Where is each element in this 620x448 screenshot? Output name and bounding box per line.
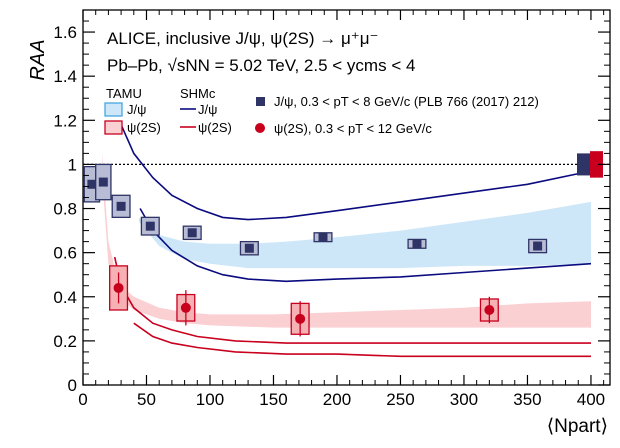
y-tick-label-6: 1.2 xyxy=(53,111,77,130)
x-tick-label-4: 200 xyxy=(323,390,351,409)
legend-psi2s-data-marker xyxy=(255,123,265,133)
x-tick-label-8: 400 xyxy=(577,390,605,409)
chart-title-line1: ALICE, inclusive J/ψ, ψ(2S) → μ⁺μ⁻ xyxy=(107,29,379,48)
legend-shmc-jpsi-label: J/ψ xyxy=(198,102,217,117)
x-tick-label-5: 250 xyxy=(386,390,414,409)
jpsi-data-point-2 xyxy=(116,201,126,211)
psi2s-data-point-3 xyxy=(484,305,495,315)
jpsi-data-point-4 xyxy=(187,228,197,238)
model-bands xyxy=(102,153,591,328)
legend-tamu-jpsi-label: J/ψ xyxy=(127,102,146,117)
x-tick-label-7: 350 xyxy=(513,390,541,409)
jpsi-data-point-6 xyxy=(318,232,328,242)
y-tick-label-5: 1 xyxy=(68,155,77,174)
legend-jpsi-data-marker xyxy=(256,97,265,106)
jpsi-data-point-1 xyxy=(98,177,108,187)
y-tick-label-4: 0.8 xyxy=(53,200,77,219)
x-axis-ticks: 0 50 100 150 200 250 300 350 400 xyxy=(78,10,605,409)
y-axis-ticks: 0 0.2 0.4 0.6 0.8 1 1.2 1.4 1.6 xyxy=(53,20,610,395)
x-tick-label-1: 50 xyxy=(137,390,156,409)
shmc-jpsi-lower-curve xyxy=(139,208,592,283)
jpsi-data-point-0 xyxy=(87,179,97,189)
x-tick-label-2: 100 xyxy=(196,390,224,409)
jpsi-data-point-5 xyxy=(244,243,254,253)
shmc-psi2s-lower-curve xyxy=(133,322,591,358)
jpsi-data-point-3 xyxy=(145,221,155,231)
psi2s-data-point-1 xyxy=(180,302,191,313)
y-tick-label-2: 0.4 xyxy=(53,288,77,307)
x-tick-label-6: 300 xyxy=(450,390,478,409)
legend-psi2s-data-label: ψ(2S), 0.3 < pT < 12 GeV/c xyxy=(274,121,432,136)
legend-tamu-psi2s-swatch xyxy=(104,120,123,135)
legend-shmc-psi2s-label: ψ(2S) xyxy=(198,120,232,135)
jpsi-normalization-box xyxy=(577,153,590,176)
data-points xyxy=(83,163,548,337)
psi2s-data-point-0 xyxy=(113,282,124,293)
x-tick-label-3: 150 xyxy=(259,390,287,409)
legend-tamu-header: TAMU xyxy=(106,86,142,101)
y-axis-label: RAA xyxy=(27,39,49,80)
jpsi-data-point-7 xyxy=(412,239,422,249)
y-tick-label-7: 1.4 xyxy=(53,67,77,86)
chart-title-line2: Pb–Pb, √sNN = 5.02 TeV, 2.5 < ycms < 4 xyxy=(107,56,415,75)
legend-shmc-header: SHMc xyxy=(180,86,216,101)
x-axis-label: ⟨Npart⟩ xyxy=(547,416,608,437)
shmc-psi2s-upper-curve xyxy=(113,256,591,344)
model-curves xyxy=(113,124,592,358)
psi2s-normalization-box xyxy=(590,151,603,178)
x-tick-label-0: 0 xyxy=(78,390,87,409)
tamu-psi2s-band xyxy=(102,153,591,328)
psi2s-data-point-2 xyxy=(295,313,306,324)
legend-tamu-jpsi-swatch xyxy=(104,102,123,117)
y-tick-label-3: 0.6 xyxy=(53,244,77,263)
legend-tamu-psi2s-label: ψ(2S) xyxy=(127,120,161,135)
legend-jpsi-data-label: J/ψ, 0.3 < pT < 8 GeV/c (PLB 766 (2017) … xyxy=(274,94,539,109)
legend: TAMU SHMc J/ψ J/ψ ψ(2S) ψ(2S) J/ψ, 0.3 <… xyxy=(104,86,539,136)
y-tick-label-8: 1.6 xyxy=(53,23,77,42)
jpsi-data-point-8 xyxy=(533,241,543,251)
y-tick-label-1: 0.2 xyxy=(53,332,77,351)
y-tick-label-0: 0 xyxy=(68,376,77,395)
normalization-boxes xyxy=(577,151,603,178)
shmc-jpsi-upper-curve xyxy=(120,124,592,221)
